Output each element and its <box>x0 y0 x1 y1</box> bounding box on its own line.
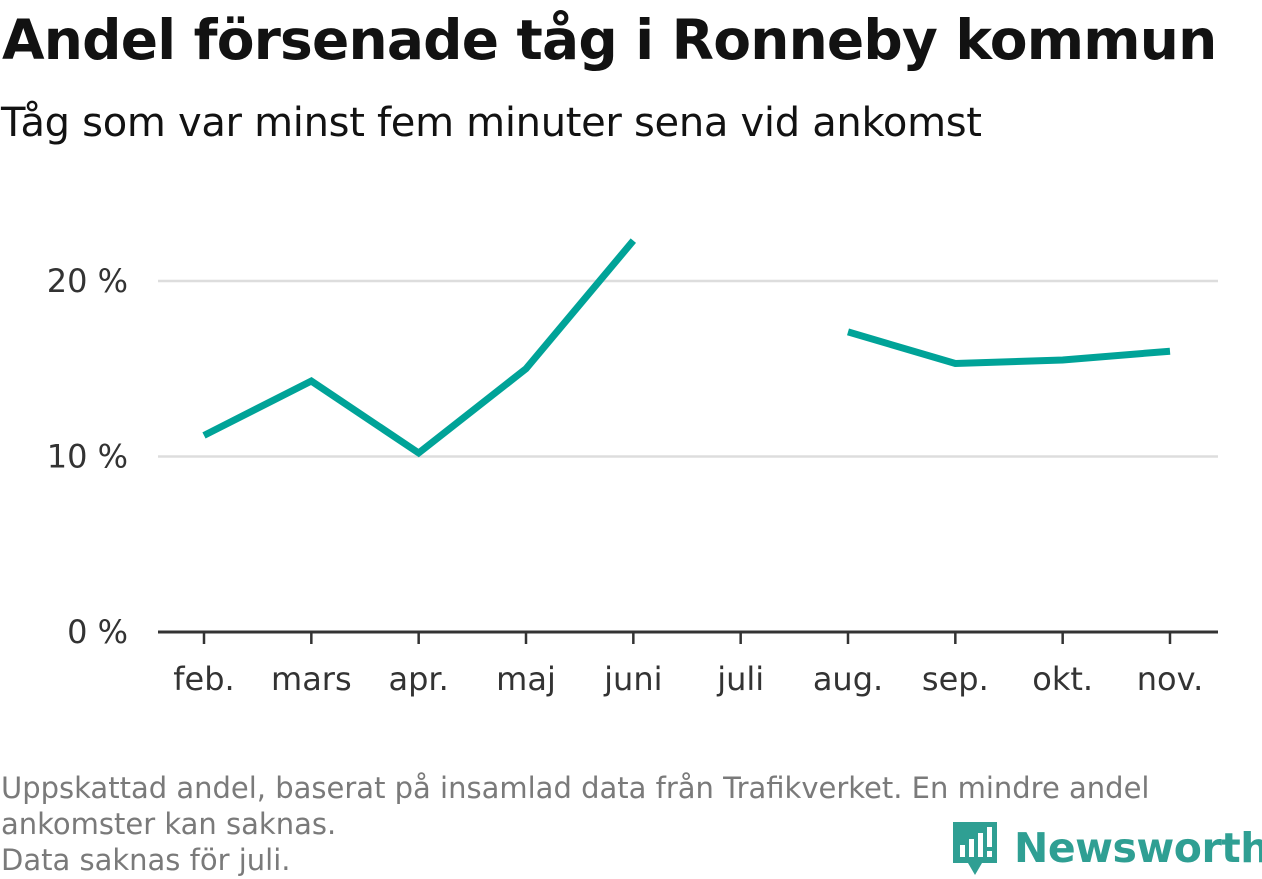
brand-name: Newsworthy <box>1014 824 1262 872</box>
x-tick-label: apr. <box>389 660 449 698</box>
y-tick-label: 0 % <box>67 613 128 651</box>
x-tick-label: juli <box>716 660 764 698</box>
series-line <box>847 328 1171 368</box>
brand-logo: Newsworthy <box>950 818 1262 878</box>
y-tick-label: 20 % <box>47 262 128 300</box>
footnote-line: Data saknas för juli. <box>1 843 291 877</box>
line-chart: 0 % 10 % 20 % feb. mars apr. maj juni juli aug. se… <box>47 238 1218 698</box>
x-tick-label: mars <box>271 660 352 698</box>
x-tick-label: aug. <box>813 660 883 698</box>
x-tick-label: okt. <box>1032 660 1093 698</box>
chart-title: Andel försenade tåg i Ronneby kommun <box>2 8 1217 72</box>
footnote: Uppskattad andel, baserat på insamlad da… <box>1 770 1251 878</box>
x-tick-label: juni <box>603 660 662 698</box>
x-tick-label: feb. <box>173 660 234 698</box>
y-tick-label: 10 % <box>47 438 128 476</box>
series-line <box>202 238 637 458</box>
x-tick-label: nov. <box>1137 660 1203 698</box>
footnote-line: Uppskattad andel, baserat på insamlad da… <box>1 771 1150 805</box>
x-tick-label: sep. <box>922 660 989 698</box>
chart-subtitle: Tåg som var minst fem minuter sena vid a… <box>1 100 982 146</box>
footnote-line: ankomster kan saknas. <box>1 807 337 841</box>
newsworthy-logo-icon <box>953 822 997 875</box>
x-tick-label: maj <box>496 660 556 698</box>
